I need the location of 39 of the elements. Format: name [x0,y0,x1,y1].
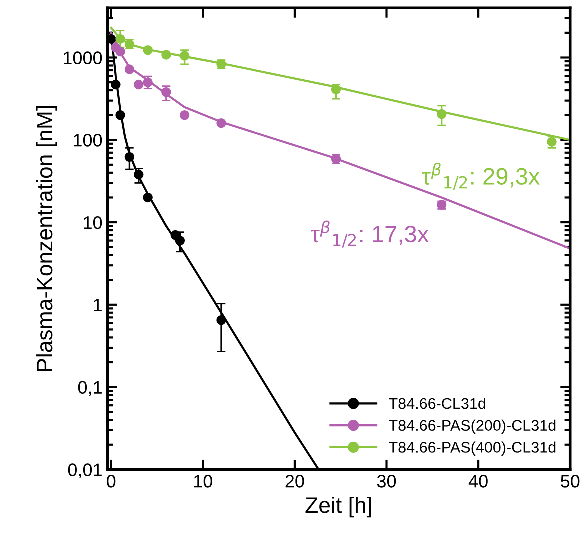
x-tick-label: 10 [194,475,212,488]
x-tick-label: 20 [286,475,304,488]
y-tick-label: 100 [74,134,102,147]
point [143,78,153,88]
point [436,109,447,120]
point [134,80,144,90]
y-tick-label: 1000 [64,52,102,64]
point [116,110,126,120]
x-tick-label: 30 [377,475,396,488]
y-tick-label: 0,01 [68,464,102,479]
line-series [110,32,570,250]
point [124,152,135,162]
point [108,34,116,44]
point [175,236,186,246]
point [124,64,135,74]
point [180,110,190,120]
point [111,80,121,90]
legend-label: T84.66-PAS(400)-CL31d [389,442,556,456]
legend-label: T84.66-PAS(200)-CL31d [389,420,556,434]
point [143,192,153,203]
y-tick-label: 0,1 [78,381,102,396]
x-tick-label: 40 [468,475,488,488]
x-axis-title: Zeit [h] [306,496,372,518]
x-tick-label: 0 [107,475,116,488]
point [180,51,190,61]
point [143,45,153,56]
point [116,34,126,44]
point [331,84,342,95]
y-tick-label: 1 [94,299,102,312]
y-tick-label: 10 [84,216,102,230]
point [216,315,226,326]
point [162,50,172,60]
annotation: τ$^{β}$$_{1/2}$: 17,3x [311,220,429,248]
annotation: τ$^{β}$$_{1/2}$: 29,3x [422,163,540,190]
legend-label: T84.66-CL31d [389,398,486,410]
point [162,88,172,98]
y-axis-title: Plasma-Konzentration [nM] [36,106,58,372]
x-tick-label: 50 [561,475,580,488]
point [216,118,226,128]
